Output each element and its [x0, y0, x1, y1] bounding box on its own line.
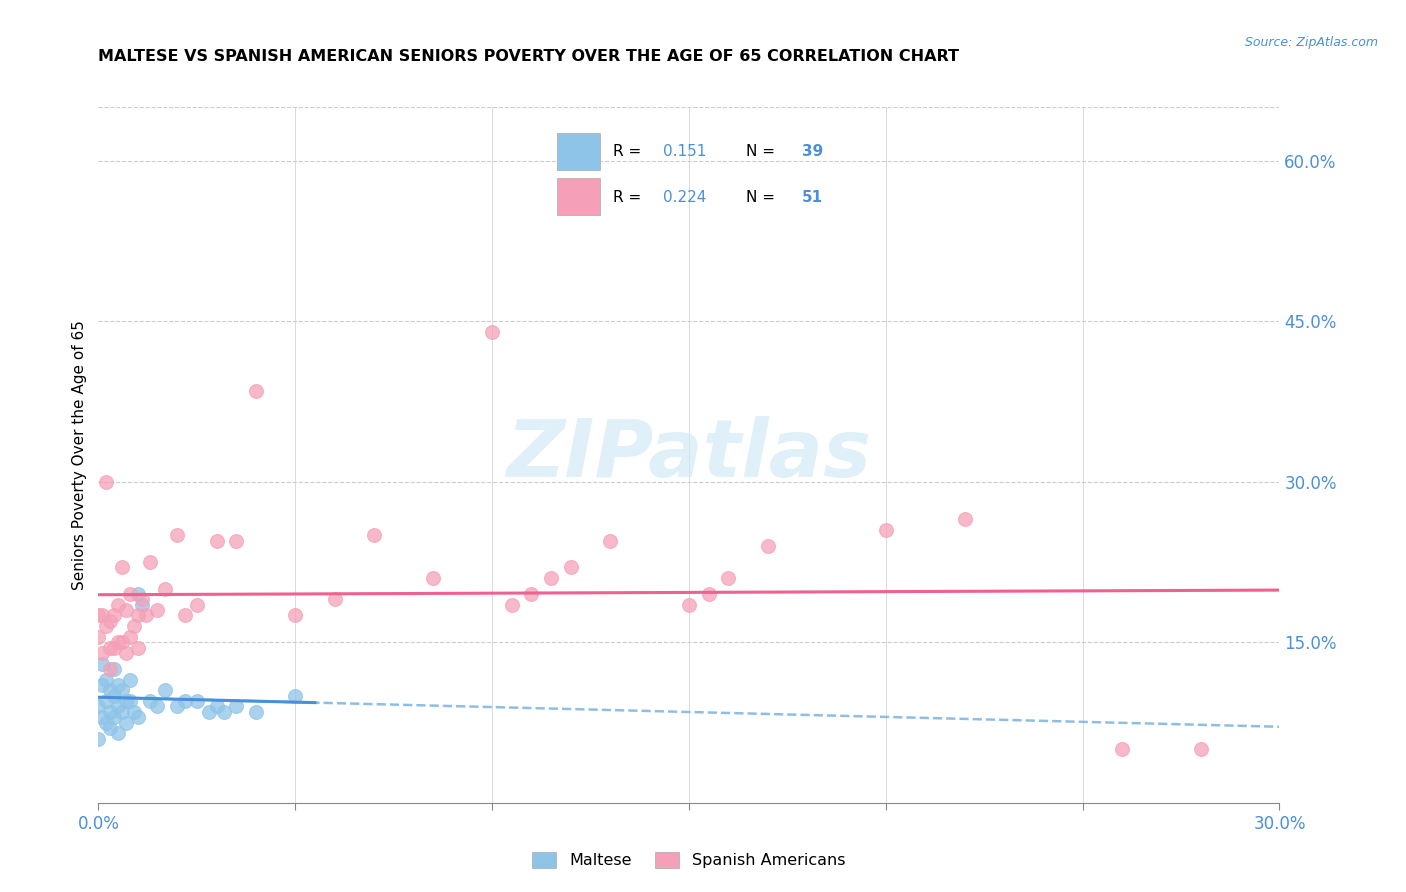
Point: [131, 592, 153, 607]
Point: [96, 619, 118, 633]
Point: [91, 710, 114, 724]
Point: [127, 710, 149, 724]
Point: [155, 683, 177, 698]
Point: [103, 640, 125, 655]
Point: [96, 694, 118, 708]
Point: [87, 630, 110, 644]
Point: [111, 705, 134, 719]
Point: [501, 598, 523, 612]
Point: [717, 571, 740, 585]
Point: [422, 571, 444, 585]
Text: ZIPatlas: ZIPatlas: [506, 416, 872, 494]
Point: [115, 694, 138, 708]
Text: Source: ZipAtlas.com: Source: ZipAtlas.com: [1244, 36, 1378, 49]
Point: [953, 512, 976, 526]
Point: [245, 705, 267, 719]
Point: [91, 646, 114, 660]
Point: [115, 715, 138, 730]
Point: [875, 523, 897, 537]
Point: [323, 592, 346, 607]
Point: [127, 587, 149, 601]
Point: [225, 699, 247, 714]
Point: [138, 694, 160, 708]
Point: [155, 582, 177, 596]
Point: [214, 705, 236, 719]
Point: [560, 560, 582, 574]
Point: [96, 475, 118, 489]
Point: [166, 528, 188, 542]
Point: [107, 726, 129, 740]
Point: [111, 683, 134, 698]
Point: [91, 678, 114, 692]
Point: [363, 528, 385, 542]
Point: [197, 705, 219, 719]
Point: [205, 533, 228, 548]
Point: [678, 598, 700, 612]
Point: [96, 673, 118, 687]
Legend: Maltese, Spanish Americans: Maltese, Spanish Americans: [526, 846, 852, 875]
Point: [98, 705, 121, 719]
Point: [107, 678, 129, 692]
Point: [697, 587, 720, 601]
Point: [186, 598, 208, 612]
Point: [107, 699, 129, 714]
Point: [146, 603, 169, 617]
Point: [96, 715, 118, 730]
Point: [540, 571, 562, 585]
Point: [111, 635, 134, 649]
Y-axis label: Seniors Poverty Over the Age of 65: Seniors Poverty Over the Age of 65: [72, 320, 87, 590]
Point: [146, 699, 169, 714]
Point: [107, 635, 129, 649]
Point: [131, 598, 153, 612]
Point: [599, 533, 621, 548]
Point: [91, 657, 114, 671]
Point: [103, 710, 125, 724]
Point: [186, 694, 208, 708]
Point: [284, 608, 307, 623]
Point: [87, 608, 110, 623]
Point: [1189, 742, 1212, 756]
Text: MALTESE VS SPANISH AMERICAN SENIORS POVERTY OVER THE AGE OF 65 CORRELATION CHART: MALTESE VS SPANISH AMERICAN SENIORS POVE…: [98, 49, 959, 64]
Point: [118, 630, 141, 644]
Point: [520, 587, 543, 601]
Point: [103, 689, 125, 703]
Point: [245, 384, 267, 398]
Point: [127, 608, 149, 623]
Point: [756, 539, 779, 553]
Point: [115, 603, 138, 617]
Point: [107, 598, 129, 612]
Point: [87, 731, 110, 746]
Point: [118, 587, 141, 601]
Point: [127, 640, 149, 655]
Point: [91, 608, 114, 623]
Point: [118, 694, 141, 708]
Point: [205, 699, 228, 714]
Point: [103, 608, 125, 623]
Point: [98, 614, 121, 628]
Point: [98, 683, 121, 698]
Point: [118, 673, 141, 687]
Point: [174, 694, 197, 708]
Point: [98, 662, 121, 676]
Point: [87, 699, 110, 714]
Point: [111, 560, 134, 574]
Point: [122, 705, 145, 719]
Point: [103, 662, 125, 676]
Point: [284, 689, 307, 703]
Point: [135, 608, 157, 623]
Point: [122, 619, 145, 633]
Point: [166, 699, 188, 714]
Point: [138, 555, 160, 569]
Point: [98, 721, 121, 735]
Point: [1111, 742, 1133, 756]
Point: [481, 325, 503, 339]
Point: [174, 608, 197, 623]
Point: [98, 640, 121, 655]
Point: [115, 646, 138, 660]
Point: [225, 533, 247, 548]
